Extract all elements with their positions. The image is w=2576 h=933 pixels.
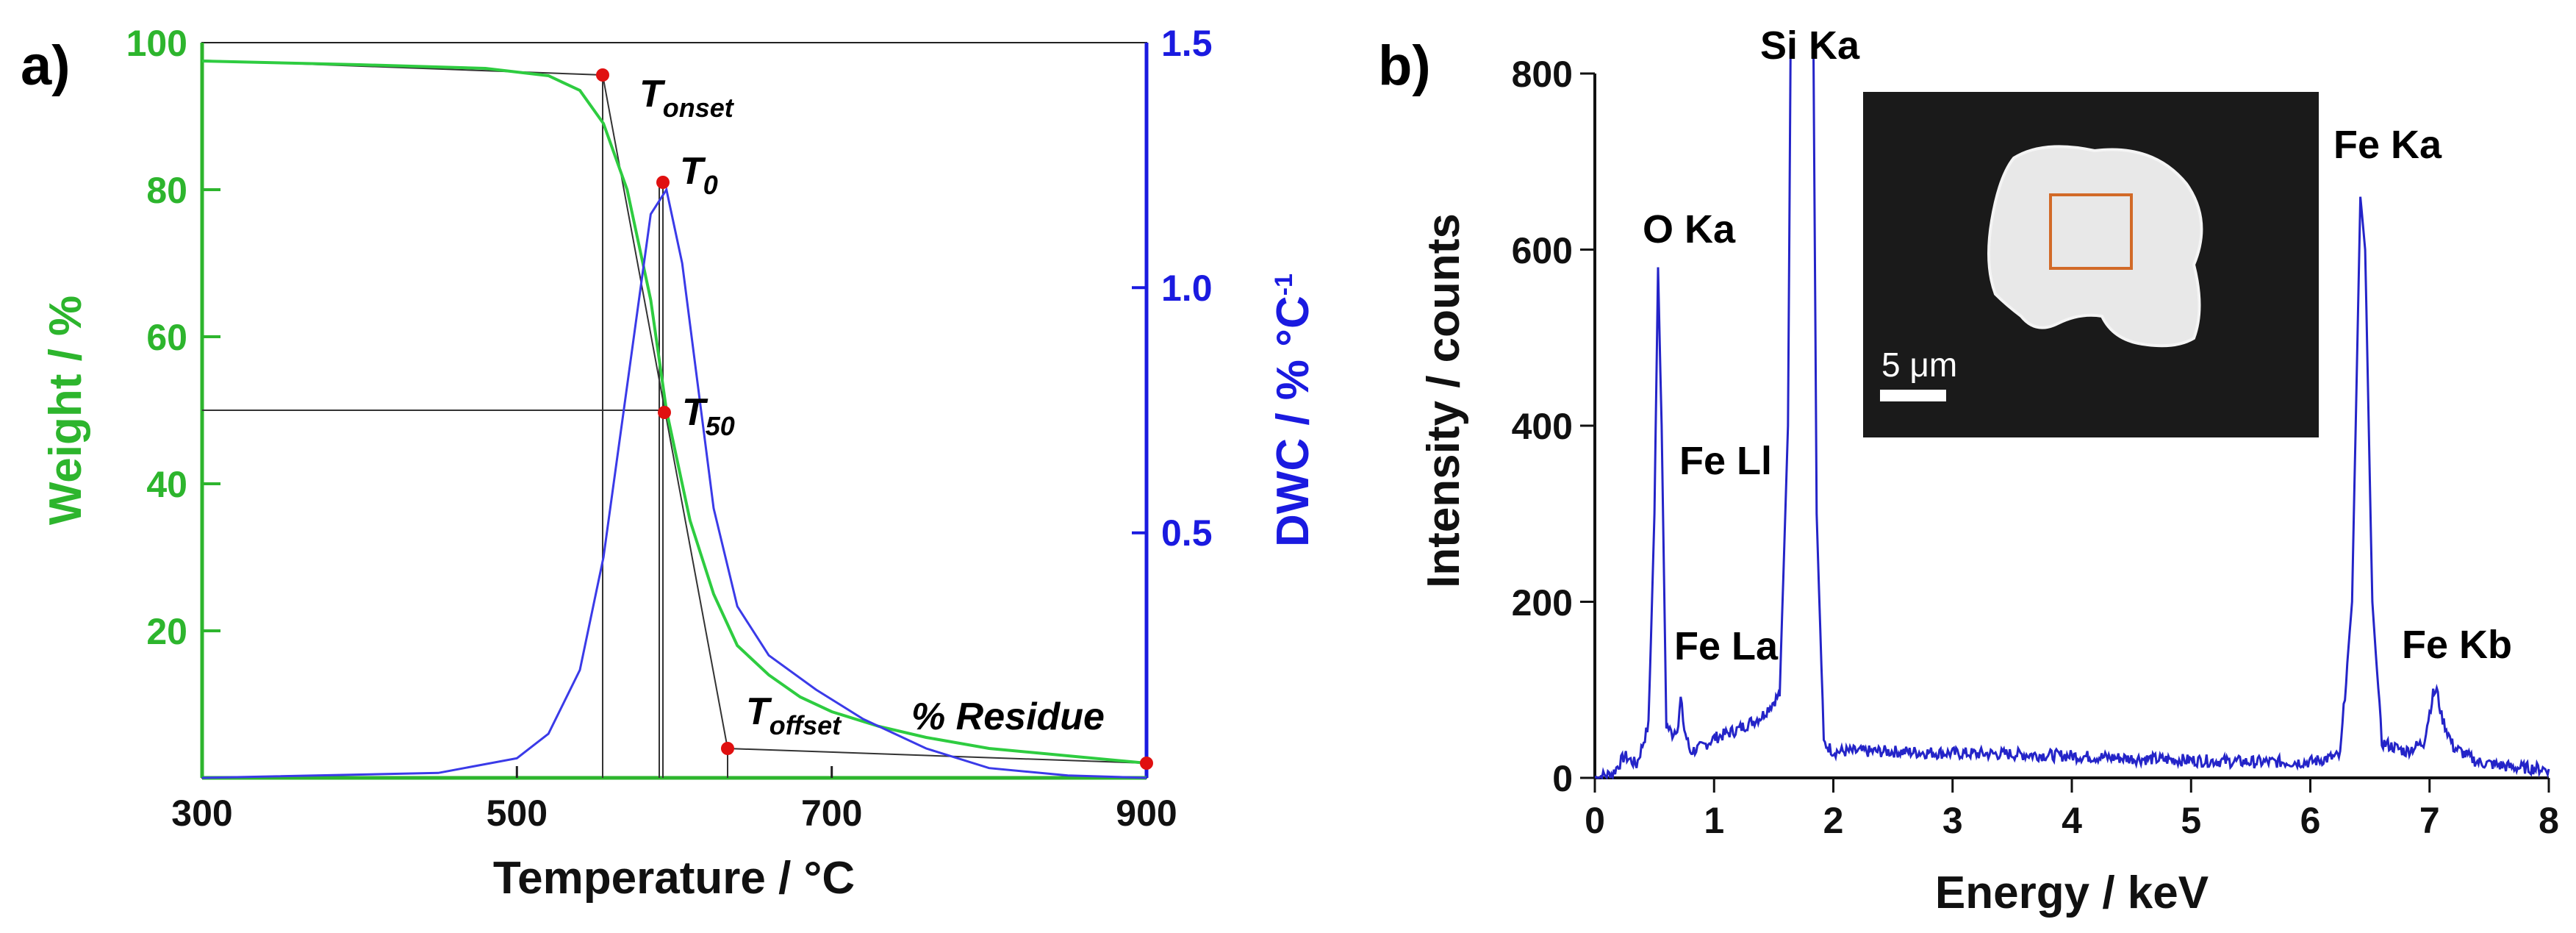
b-x-tick-label-8: 8 (2539, 800, 2559, 841)
peak-label-fe-la: Fe La (1674, 624, 1779, 668)
residue-label: % Residue (911, 696, 1105, 738)
panel-a-markers (596, 68, 1153, 770)
x-tick-label-700: 700 (801, 793, 862, 834)
t0-label: T0 (680, 150, 718, 200)
x-tick-label-300: 300 (171, 793, 232, 834)
t-offset-marker (721, 742, 734, 755)
left-tick-label-60: 60 (146, 317, 187, 358)
left-tick-label-40: 40 (146, 464, 187, 505)
particle (1987, 145, 2203, 348)
b-y-tick-label-800: 800 (1512, 54, 1573, 95)
t0-marker (656, 176, 670, 189)
panel-a-right-axis-title: DWC / % °C-1 (1268, 274, 1319, 547)
b-x-tick-label-2: 2 (1823, 800, 1844, 841)
peak-label-fe-ll: Fe Ll (1679, 439, 1772, 483)
b-x-tick-label-0: 0 (1585, 800, 1605, 841)
right-tick-label-1.0: 1.0 (1161, 268, 1213, 309)
panel-b-x-ticks: 0 1 2 3 4 5 6 7 8 (1585, 778, 2559, 841)
panel-a-x-axis-title: Temperature / °C (493, 853, 855, 904)
weight-curve (201, 60, 1147, 765)
edx-spectrum-line (1595, 44, 2550, 779)
peak-label-fe-kb: Fe Kb (2402, 623, 2512, 667)
right-tick-label-0.5: 0.5 (1161, 512, 1213, 554)
b-y-tick-label-0: 0 (1552, 758, 1573, 799)
panel-a-left-ticks: 20 40 60 80 100 (126, 23, 220, 652)
peak-label-o-ka: O Ka (1643, 207, 1736, 251)
panel-b-label: b) (1378, 35, 1431, 97)
b-y-tick-label-200: 200 (1512, 582, 1573, 623)
t-onset-label: Tonset (639, 73, 735, 123)
t50-marker (658, 406, 671, 419)
b-x-tick-label-6: 6 (2300, 800, 2321, 841)
residue-baseline-tangent (727, 748, 1147, 764)
scale-bar-label: 5 μm (1881, 346, 1957, 384)
x-tick-label-500: 500 (487, 793, 548, 834)
scale-bar (1880, 390, 1946, 401)
right-tick-label-1.5: 1.5 (1161, 23, 1213, 64)
peak-label-fe-ka: Fe Ka (2333, 123, 2442, 167)
panel-a-guide-lines (201, 60, 1147, 778)
left-tick-label-20: 20 (146, 611, 187, 652)
t-offset-label: Toffset (746, 690, 842, 740)
b-y-tick-label-400: 400 (1512, 406, 1573, 447)
t-onset-marker (596, 68, 609, 82)
panel-a: a) 20 40 60 80 100 0.5 1.0 1.5 (21, 23, 1319, 904)
t50-label: T50 (682, 391, 735, 441)
left-tick-label-100: 100 (126, 23, 187, 64)
roi-box (2049, 193, 2133, 270)
panel-b-y-ticks: 0 200 400 600 800 (1512, 54, 1595, 799)
panel-a-label: a) (21, 35, 71, 97)
b-x-tick-label-5: 5 (2181, 800, 2201, 841)
panel-a-right-ticks: 0.5 1.0 1.5 (1132, 23, 1213, 554)
left-tick-label-80: 80 (146, 170, 187, 211)
x-tick-label-900: 900 (1116, 793, 1177, 834)
b-x-tick-label-1: 1 (1704, 800, 1724, 841)
panel-a-x-ticks: 300 500 700 900 (171, 766, 1177, 834)
panel-a-left-axis-title: Weight / % (40, 296, 91, 525)
residue-marker (1140, 757, 1153, 770)
panel-b-y-axis-title: Intensity / counts (1418, 213, 1469, 588)
dwc-curve (201, 187, 1147, 779)
b-x-tick-label-3: 3 (1942, 800, 1963, 841)
b-y-tick-label-600: 600 (1512, 230, 1573, 271)
b-x-tick-label-7: 7 (2419, 800, 2440, 841)
sem-inset: 5 μm (1863, 92, 2319, 437)
panel-b-x-axis-title: Energy / keV (1935, 868, 2209, 918)
peak-label-si-ka: Si Ka (1760, 24, 1860, 68)
b-x-tick-label-4: 4 (2062, 800, 2082, 841)
panel-b: b) 0 200 400 600 800 0 (1378, 24, 2559, 918)
